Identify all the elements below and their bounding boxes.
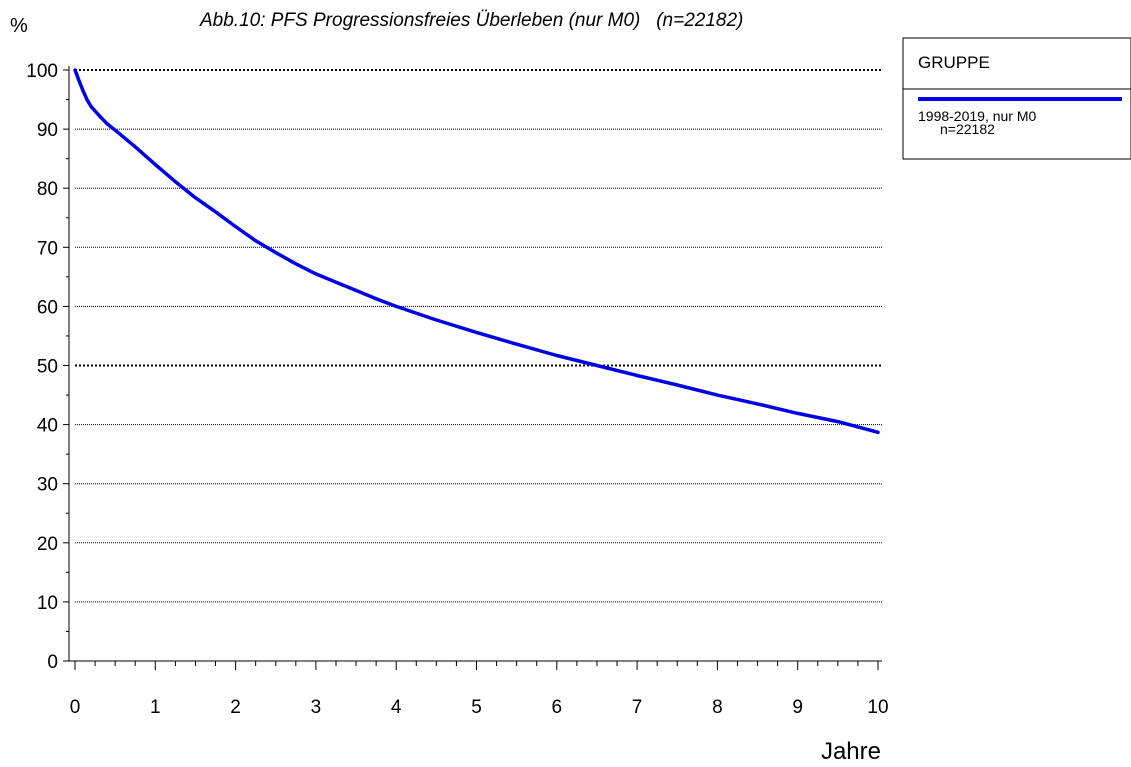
x-tick-label-10: 10 xyxy=(867,697,888,718)
legend: GRUPPE 1998-2019, nur M0 n=22182 xyxy=(902,37,1131,160)
y-tick-label-80: 80 xyxy=(37,179,58,200)
x-tick-label-8: 8 xyxy=(712,697,723,718)
y-tick-label-20: 20 xyxy=(37,534,58,555)
y-tick-label-0: 0 xyxy=(47,652,58,673)
x-tick-label-6: 6 xyxy=(552,697,563,718)
legend-entry-label: 1998-2019, nur M0 xyxy=(918,108,1037,124)
tick-labels: 0 10 20 30 40 50 60 70 80 90 100 0 1 2 3 4 5 6 7 8 9 10 xyxy=(26,61,888,718)
x-axis-label: Jahre xyxy=(821,738,881,765)
y-tick-label-50: 50 xyxy=(37,357,58,378)
y-tick-label-60: 60 xyxy=(37,297,58,318)
legend-title: GRUPPE xyxy=(918,53,990,72)
y-axis-unit-label: % xyxy=(10,15,28,37)
series-line-0 xyxy=(73,68,880,435)
x-tick-label-2: 2 xyxy=(230,697,241,718)
legend-entry-count: n=22182 xyxy=(940,121,995,137)
x-tick-label-1: 1 xyxy=(150,697,161,718)
y-tick-label-90: 90 xyxy=(37,120,58,141)
y-tick-label-30: 30 xyxy=(37,475,58,496)
y-tick-label-40: 40 xyxy=(37,416,58,437)
y-tick-label-100: 100 xyxy=(26,61,58,82)
y-tick-label-10: 10 xyxy=(37,593,58,614)
data-series xyxy=(73,68,880,435)
gridlines xyxy=(75,69,882,603)
x-tick-label-5: 5 xyxy=(471,697,482,718)
x-tick-label-9: 9 xyxy=(792,697,803,718)
y-tick-label-70: 70 xyxy=(37,238,58,259)
x-tick-label-7: 7 xyxy=(632,697,643,718)
x-tick-label-0: 0 xyxy=(70,697,81,718)
x-tick-label-3: 3 xyxy=(311,697,322,718)
chart-title: Abb.10: PFS Progressionsfreies Überleben… xyxy=(199,10,743,31)
axes xyxy=(63,66,882,670)
x-tick-label-4: 4 xyxy=(391,697,402,718)
